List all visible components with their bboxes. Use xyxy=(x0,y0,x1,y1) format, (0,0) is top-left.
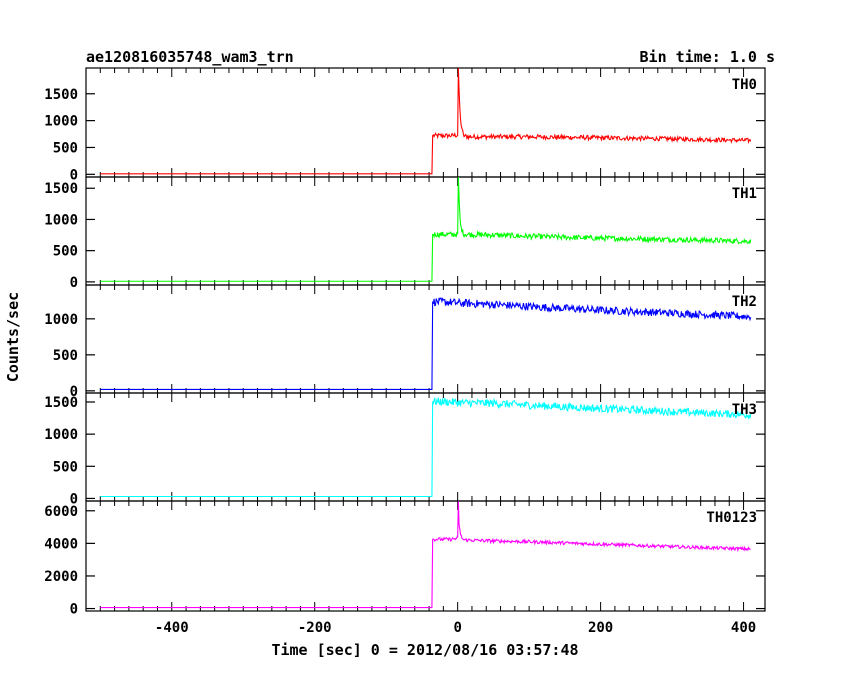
series-line-th2 xyxy=(100,297,752,390)
bin-time-label: Bin time: 1.0 s xyxy=(640,48,775,66)
panels: 0 500 1000 1500 TH0 0 500 1000 1500 TH1 0 500 1000 TH… xyxy=(44,67,766,618)
y-tick-label: 1500 xyxy=(44,395,78,411)
panel-frame xyxy=(85,176,766,286)
x-tick-label: -200 xyxy=(298,620,332,636)
x-axis-label: Time [sec] 0 = 2012/08/16 03:57:48 xyxy=(271,641,578,659)
panel-label-th0123: TH0123 xyxy=(706,510,757,526)
x-axis: -400 -200 0 200 400 xyxy=(155,620,756,636)
y-tick-label: 1000 xyxy=(44,312,78,328)
panel-th0123: 0 2000 4000 6000 TH0123 xyxy=(44,500,766,618)
panel-label-th1: TH1 xyxy=(732,186,757,202)
panel-th1: 0 500 1000 1500 TH1 xyxy=(44,176,766,291)
panel-label-th0: TH0 xyxy=(732,77,757,93)
y-tick-label: 1000 xyxy=(44,427,78,443)
y-tick-label: 1500 xyxy=(44,181,78,197)
panel-frame xyxy=(85,392,766,502)
series-line-th1 xyxy=(100,176,752,282)
series-line-th0123 xyxy=(100,501,751,609)
y-tick-label: 2000 xyxy=(44,569,78,585)
panel-frame xyxy=(85,500,766,612)
y-tick-label: 0 xyxy=(70,167,78,183)
panel-th3: 0 500 1000 1500 TH3 xyxy=(44,392,766,507)
y-tick-label: 0 xyxy=(70,384,78,400)
y-tick-label: 500 xyxy=(53,459,78,475)
y-tick-label: 500 xyxy=(53,140,78,156)
y-tick-label: 1000 xyxy=(44,212,78,228)
y-tick-label: 1000 xyxy=(44,114,78,130)
panel-label-th3: TH3 xyxy=(732,402,757,418)
panel-th0: 0 500 1000 1500 TH0 xyxy=(44,67,766,183)
series-line-th3 xyxy=(100,397,752,498)
series-line-th0 xyxy=(100,67,752,175)
y-tick-label: 500 xyxy=(53,244,78,260)
x-tick-label: -400 xyxy=(155,620,189,636)
panel-frame xyxy=(85,67,766,178)
chart-title: ae120816035748_wam3_trn xyxy=(86,48,294,66)
panel-frame xyxy=(85,284,766,394)
x-tick-label: 400 xyxy=(731,620,756,636)
x-tick-label: 0 xyxy=(453,620,461,636)
panel-label-th2: TH2 xyxy=(732,294,757,310)
y-tick-label: 4000 xyxy=(44,536,78,552)
y-tick-label: 6000 xyxy=(44,504,78,520)
panel-th2: 0 500 1000 TH2 xyxy=(44,284,766,400)
x-tick-label: 200 xyxy=(588,620,613,636)
y-axis-label: Counts/sec xyxy=(4,292,22,382)
y-tick-label: 1500 xyxy=(44,87,78,103)
y-tick-label: 0 xyxy=(70,602,78,618)
y-tick-label: 0 xyxy=(70,491,78,507)
y-tick-label: 500 xyxy=(53,348,78,364)
y-tick-label: 0 xyxy=(70,275,78,291)
